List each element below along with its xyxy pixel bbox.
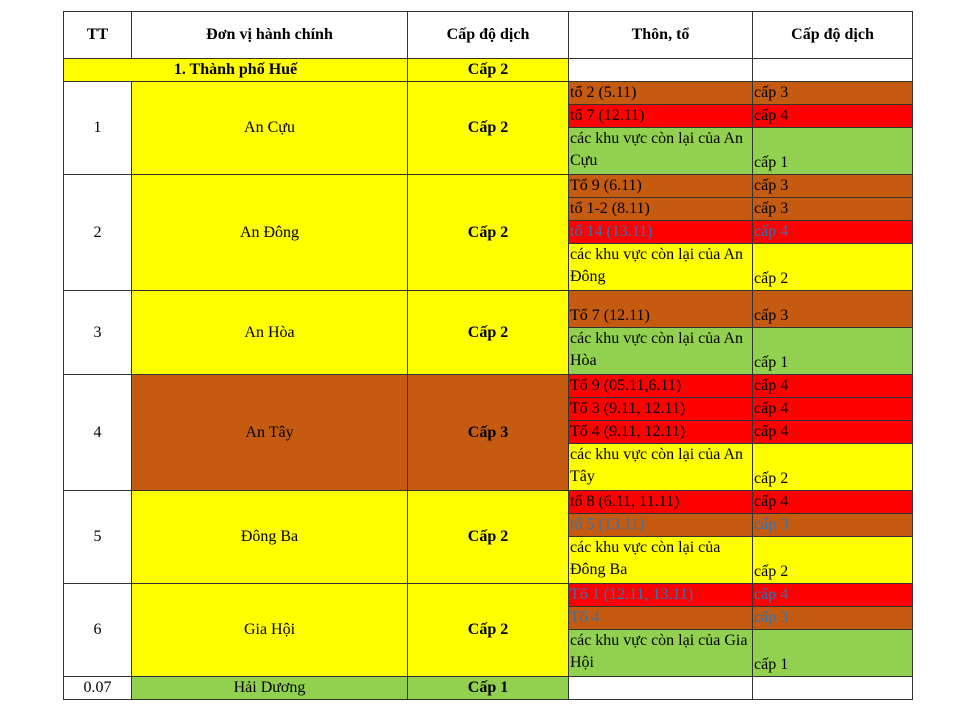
table-row: Tổ 4 (9.11, 12.11) cấp 4: [64, 420, 913, 444]
unit-name: Hải Dương: [131, 676, 408, 700]
table-row: tổ 7 (12.11) cấp 4: [64, 104, 913, 128]
sub-area-level: cấp 4: [752, 490, 913, 514]
table-row: các khu vực còn lại của An Cựu cấp 1: [64, 127, 913, 175]
unit-level: Cấp 2: [407, 174, 569, 291]
table-row: tổ 5 (13.11) cấp 3: [64, 513, 913, 537]
unit-level: Cấp 2: [407, 81, 569, 175]
section-level: Cấp 2: [407, 58, 569, 82]
table-row: tổ 1-2 (8.11) cấp 3: [64, 197, 913, 221]
section-empty-cell: [568, 58, 753, 82]
unit-level: Cấp 1: [407, 676, 569, 700]
sub-area-level: cấp 4: [752, 104, 913, 128]
header-village-level: Cấp độ dịch: [752, 11, 913, 59]
section-title: 1. Thành phố Huế: [63, 58, 408, 82]
table-row: Tổ 4 cấp 3: [64, 606, 913, 630]
sub-area-name: Tổ 1 (12.11, 13.11): [568, 583, 753, 607]
table-row: các khu vực còn lại của An Hòa cấp 1: [64, 327, 913, 375]
table-row: Tổ 3 (9.11, 12.11) cấp 4: [64, 397, 913, 421]
table-row: các khu vực còn lại của Đông Ba cấp 2: [64, 536, 913, 584]
sub-area-level: cấp 4: [752, 583, 913, 607]
sub-area-level: cấp 3: [752, 290, 913, 328]
sub-area-name: các khu vực còn lại của Đông Ba: [568, 536, 753, 584]
table-row: 4 An Tây Cấp 3 Tổ 9 (05.11,6.11) cấp 4: [63, 374, 913, 491]
unit-level: Cấp 2: [407, 290, 569, 375]
sub-area-level: cấp 1: [752, 629, 913, 677]
table-row: 1 An Cựu Cấp 2 tổ 2 (5.11) cấp 3: [63, 81, 913, 175]
unit-number: 3: [63, 290, 132, 375]
sub-area-level: cấp 4: [752, 397, 913, 421]
sub-area-level: cấp 4: [752, 420, 913, 444]
unit-name: Gia Hội: [131, 583, 408, 677]
sub-area-name: các khu vực còn lại của An Cựu: [568, 127, 753, 175]
unit-level: Cấp 2: [407, 583, 569, 677]
sub-area-level: cấp 1: [752, 327, 913, 375]
sub-area-name: tổ 7 (12.11): [568, 104, 753, 128]
sub-area-name: tổ 5 (13.11): [568, 513, 753, 537]
unit-name: Đông Ba: [131, 490, 408, 584]
sub-area-name: Tổ 4: [568, 606, 753, 630]
table-row: 3 An Hòa Cấp 2 Tổ 7 (12.11) cấp 3: [63, 290, 913, 375]
sub-area-level: cấp 2: [752, 443, 913, 491]
unit-number: 2: [63, 174, 132, 291]
sub-area-name: các khu vực còn lại của An Hòa: [568, 327, 753, 375]
unit-name: An Tây: [131, 374, 408, 491]
sub-area-name: tổ 1-2 (8.11): [568, 197, 753, 221]
sub-area-name: Tổ 9 (6.11): [568, 174, 753, 198]
sub-area-name: Tổ 7 (12.11): [568, 290, 753, 328]
sub-area-level: cấp 4: [752, 374, 913, 398]
sub-area-level: cấp 1: [752, 127, 913, 175]
sub-area-level: cấp 3: [752, 197, 913, 221]
table-row: các khu vực còn lại của Gia Hội cấp 1: [64, 629, 913, 677]
empty-cell: [568, 676, 753, 700]
sub-area-name: các khu vực còn lại của An Tây: [568, 443, 753, 491]
section-empty-cell: [752, 58, 913, 82]
unit-number: 1: [63, 81, 132, 175]
sub-area-level: cấp 4: [752, 220, 913, 244]
sub-area-level: cấp 2: [752, 243, 913, 291]
unit-level: Cấp 3: [407, 374, 569, 491]
table-row: 0.07 Hải Dương Cấp 1: [63, 676, 913, 700]
unit-number: 0.07: [63, 676, 132, 700]
sub-area-name: Tổ 4 (9.11, 12.11): [568, 420, 753, 444]
epidemic-level-table: TT Đơn vị hành chính Cấp độ dịch Thôn, t…: [63, 11, 913, 700]
table-row: 2 An Đông Cấp 2 Tổ 9 (6.11) cấp 3: [63, 174, 913, 291]
table-row: 5 Đông Ba Cấp 2 tổ 8 (6.11, 11.11) cấp 4: [63, 490, 913, 584]
table-row: 6 Gia Hội Cấp 2 Tổ 1 (12.11, 13.11) cấp …: [63, 583, 913, 677]
unit-number: 4: [63, 374, 132, 491]
sub-area-name: các khu vực còn lại của An Đông: [568, 243, 753, 291]
sub-area-name: các khu vực còn lại của Gia Hội: [568, 629, 753, 677]
header-row: TT Đơn vị hành chính Cấp độ dịch Thôn, t…: [63, 11, 913, 59]
sub-area-name: tổ 2 (5.11): [568, 81, 753, 105]
header-unit: Đơn vị hành chính: [131, 11, 408, 59]
unit-number: 5: [63, 490, 132, 584]
table-row: các khu vực còn lại của An Tây cấp 2: [64, 443, 913, 491]
header-village: Thôn, tổ: [568, 11, 753, 59]
header-tt: TT: [63, 11, 132, 59]
unit-name: An Cựu: [131, 81, 408, 175]
empty-cell: [752, 676, 913, 700]
sub-area-level: cấp 3: [752, 174, 913, 198]
unit-name: An Đông: [131, 174, 408, 291]
header-level: Cấp độ dịch: [407, 11, 569, 59]
sub-area-level: cấp 2: [752, 536, 913, 584]
sub-area-level: cấp 3: [752, 81, 913, 105]
sub-area-name: tổ 14 (13.11): [568, 220, 753, 244]
unit-number: 6: [63, 583, 132, 677]
unit-name: An Hòa: [131, 290, 408, 375]
sub-area-level: cấp 3: [752, 513, 913, 537]
sub-area-name: Tổ 3 (9.11, 12.11): [568, 397, 753, 421]
sub-area-level: cấp 3: [752, 606, 913, 630]
sub-area-name: tổ 8 (6.11, 11.11): [568, 490, 753, 514]
unit-level: Cấp 2: [407, 490, 569, 584]
table-row: tổ 14 (13.11) cấp 4: [64, 220, 913, 244]
sub-area-name: Tổ 9 (05.11,6.11): [568, 374, 753, 398]
table-row: các khu vực còn lại của An Đông cấp 2: [64, 243, 913, 291]
section-row: 1. Thành phố Huế Cấp 2: [63, 58, 913, 82]
